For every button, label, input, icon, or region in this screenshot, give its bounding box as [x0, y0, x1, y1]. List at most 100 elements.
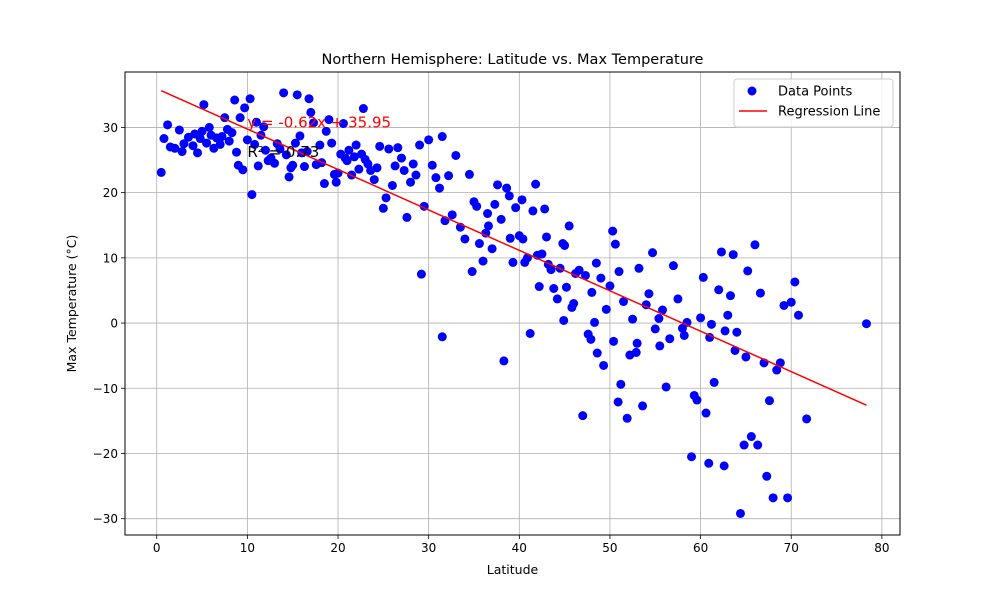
data-point — [275, 144, 285, 154]
data-point — [772, 365, 782, 375]
x-tick-label: 10 — [240, 541, 255, 555]
data-point — [638, 401, 648, 411]
data-point — [755, 288, 765, 298]
data-point — [641, 300, 651, 310]
data-point — [616, 379, 626, 389]
y-axis-label: Max Temperature (°C) — [64, 235, 79, 373]
data-point — [444, 171, 454, 181]
x-tick-label: 0 — [153, 541, 161, 555]
data-point — [284, 172, 294, 182]
data-point — [408, 159, 418, 169]
data-point — [411, 170, 421, 180]
data-point — [560, 240, 570, 250]
data-point — [437, 332, 447, 342]
data-point — [552, 294, 562, 304]
regression-line-layer — [160, 89, 867, 406]
data-point — [435, 183, 445, 193]
data-point — [590, 317, 600, 327]
data-point — [528, 206, 538, 216]
data-point — [342, 156, 352, 166]
data-point — [231, 147, 241, 157]
data-point — [631, 347, 641, 357]
data-point — [764, 396, 774, 406]
x-tick-label: 20 — [330, 541, 345, 555]
data-point — [253, 161, 263, 171]
data-point — [605, 281, 615, 291]
data-point — [240, 103, 250, 113]
data-point — [493, 180, 503, 190]
data-point — [719, 461, 729, 471]
data-point — [701, 408, 711, 418]
data-point — [260, 145, 270, 155]
data-point — [478, 256, 488, 266]
data-point — [188, 141, 198, 151]
data-point — [338, 119, 348, 129]
data-point — [783, 493, 793, 503]
x-axis-label: Latitude — [487, 562, 539, 577]
data-point — [665, 334, 675, 344]
data-point — [464, 169, 474, 179]
data-point — [661, 382, 671, 392]
data-point — [324, 115, 334, 125]
data-point — [304, 94, 314, 104]
data-point — [546, 265, 556, 275]
legend-marker-data-points — [747, 86, 757, 96]
data-point — [728, 250, 738, 260]
data-point — [406, 177, 416, 187]
data-point — [679, 330, 689, 340]
data-point — [306, 107, 316, 117]
data-point — [574, 265, 584, 275]
data-point — [215, 139, 225, 149]
data-point — [295, 131, 305, 141]
data-point — [692, 395, 702, 405]
data-point — [614, 267, 624, 277]
data-point — [739, 440, 749, 450]
data-point — [668, 261, 678, 271]
data-point — [467, 267, 477, 277]
legend: Data Points Regression Line — [733, 78, 894, 128]
data-point — [319, 179, 329, 189]
data-point — [344, 145, 354, 155]
data-point — [599, 360, 609, 370]
data-point — [259, 122, 269, 132]
data-point — [591, 258, 601, 268]
data-point — [416, 269, 426, 279]
data-point — [375, 141, 385, 151]
data-point — [768, 493, 778, 503]
data-point — [802, 414, 812, 424]
data-point — [609, 336, 619, 346]
data-point — [481, 228, 491, 238]
annotations: y = -0.62x + 35.95 R² = 0.73 — [247, 113, 391, 160]
data-point — [299, 162, 309, 172]
data-point — [369, 175, 379, 185]
data-point — [245, 94, 255, 104]
data-point — [732, 327, 742, 337]
data-point — [644, 289, 654, 299]
data-point — [381, 193, 391, 203]
data-point — [372, 163, 382, 173]
data-point — [378, 203, 388, 213]
legend-label-regression-line: Regression Line — [778, 105, 880, 120]
data-point — [741, 352, 751, 362]
data-point — [202, 138, 212, 148]
data-point — [634, 263, 644, 273]
data-point — [447, 210, 457, 220]
data-point — [292, 90, 302, 100]
data-point — [561, 282, 571, 292]
data-point — [586, 334, 596, 344]
data-point — [720, 326, 730, 336]
regression-line — [160, 89, 867, 406]
x-tick-label: 30 — [421, 541, 436, 555]
data-point — [474, 239, 484, 249]
data-point — [687, 452, 697, 462]
data-point — [673, 294, 683, 304]
y-tick-label: −10 — [93, 382, 118, 396]
y-tick-label: 30 — [103, 121, 118, 135]
data-point — [725, 291, 735, 301]
data-point — [580, 270, 590, 280]
x-axis-ticks: 0 10 20 30 40 50 60 70 80 — [153, 535, 890, 555]
data-point — [723, 310, 733, 320]
data-points — [156, 88, 871, 518]
